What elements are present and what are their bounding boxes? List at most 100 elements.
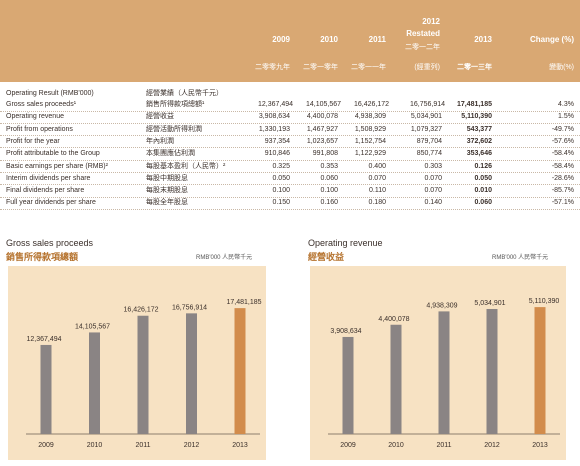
cell-2011: 0.110	[369, 187, 386, 195]
tick-label-2011: 2011	[135, 442, 150, 449]
row-label-cn: 銷售所得款項總額¹	[146, 101, 205, 108]
cell-2012: 850,774	[416, 150, 442, 158]
row-label: Basic earnings per share (RMB)²	[6, 162, 108, 170]
cell-2013: 372,602	[466, 137, 492, 145]
cell-2009: 937,354	[264, 137, 290, 145]
row-divider	[0, 172, 580, 173]
cell-2013: 543,377	[466, 125, 492, 133]
table-row: Interim dividends per share 每股中期股息 0.050 0.…	[0, 173, 580, 184]
row-divider	[0, 208, 580, 210]
row-divider	[0, 110, 580, 112]
row-divider	[0, 135, 580, 137]
cell-2013: 0.010	[474, 187, 492, 195]
table-row: Profit for the year 年內利潤 937,354 1,023,657 1…	[0, 136, 580, 147]
table-row: Operating revenue 經營收益 3,908,634 4,400,078 4…	[0, 111, 580, 122]
section-row: Operating Result (RMB'000) 經營業績（人民幣千元）	[0, 88, 580, 99]
data-label-2011: 4,938,309	[426, 302, 457, 309]
bar-2012	[186, 313, 197, 434]
cell-2010: 0.160	[320, 199, 338, 207]
bar-2013	[234, 308, 246, 434]
cell-2009: 12,367,494	[258, 101, 294, 108]
cell-2010: 1,023,657	[306, 137, 338, 145]
table-header: 2012 Restated 二零一二年 2009 2010 2011 2013 …	[0, 0, 580, 82]
cell-change: 1.5%	[558, 113, 574, 121]
cell-2012: 0.070	[424, 187, 442, 195]
cell-2013: 0.060	[474, 199, 492, 207]
cell-2010: 0.353	[320, 162, 338, 170]
cell-2012: 0.070	[424, 174, 442, 182]
cell-2010: 1,467,927	[306, 125, 338, 133]
row-label-cn: 年內利潤	[146, 137, 174, 145]
row-label: Profit from operations	[6, 125, 73, 133]
chart1-unit: RMB'000 人民幣千元	[196, 255, 253, 261]
cell-change: -57.6%	[551, 137, 574, 145]
cell-2010: 0.100	[320, 187, 338, 195]
data-label-2013: 17,481,185	[226, 299, 261, 306]
cell-2010: 4,400,078	[306, 113, 338, 121]
table-row: Final dividends per share 每股末期股息 0.100 0.10…	[0, 185, 580, 196]
table-row: Basic earnings per share (RMB)² 每股基本盈利（人民…	[0, 161, 580, 172]
year-2009: 2009	[272, 35, 290, 44]
restated-cn: 二零一二年	[405, 44, 440, 51]
cell-change: -57.1%	[551, 199, 574, 207]
data-label-2009: 12,367,494	[26, 336, 61, 343]
year-cn-2010: 二零一零年	[303, 64, 338, 71]
cell-change: -58.4%	[551, 162, 574, 170]
row-label: Gross sales proceeds¹	[6, 101, 77, 108]
row-label: Operating revenue	[6, 113, 64, 121]
data-label-2012: 16,756,914	[172, 304, 207, 311]
data-label-2009: 3,908,634	[330, 328, 361, 335]
bar-2009	[40, 344, 52, 434]
cell-2012: 0.303	[424, 162, 442, 170]
chart2-title-cn: 經營收益	[308, 252, 345, 262]
cell-2011: 1,152,754	[354, 137, 386, 145]
data-label-2010: 4,400,078	[378, 316, 409, 323]
tick-label-2009: 2009	[38, 442, 54, 449]
tick-label-2011: 2011	[436, 442, 451, 449]
bar-2013	[534, 307, 546, 434]
row-label: Final dividends per share	[6, 187, 85, 195]
row-label-cn: 每股全年股息	[146, 199, 188, 207]
row-label: Profit for the year	[6, 137, 60, 145]
cell-2009: 1,330,193	[258, 125, 290, 133]
chart1-title-cn: 銷售所得款項總額	[6, 252, 79, 262]
cell-2012: 5,034,901	[410, 113, 442, 121]
chart1-area: 12,367,494 2009 14,105,567 2010 16,426,172 20…	[8, 266, 266, 460]
cell-2013: 353,646	[466, 150, 492, 158]
year-2013: 2013	[474, 35, 492, 44]
restated-label: Restated	[406, 29, 440, 38]
cell-2011: 16,426,172	[354, 101, 390, 108]
tick-label-2009: 2009	[340, 442, 356, 449]
change-cn: 變動(%)	[549, 64, 574, 71]
cell-2012: 1,079,327	[410, 125, 442, 133]
tick-label-2010: 2010	[388, 442, 404, 449]
cell-2011: 1,508,929	[354, 125, 386, 133]
chart1-svg: 12,367,494 2009 14,105,567 2010 16,426,172 20…	[26, 299, 262, 449]
chart2-title: Operating revenue	[308, 238, 383, 248]
cell-2011: 0.400	[368, 162, 386, 170]
chart2-unit: RMB'000 人民幣千元	[492, 255, 549, 261]
cell-change: -49.7%	[551, 125, 574, 133]
data-label-2010: 14,105,567	[75, 323, 110, 330]
table-row: Profit attributable to the Group 本集團應佔利潤 9…	[0, 148, 580, 159]
cell-change: -85.7%	[551, 187, 574, 195]
row-divider	[0, 196, 580, 198]
row-label-cn: 本集團應佔利潤	[146, 150, 195, 158]
year-cn-2009: 二零零九年	[255, 64, 290, 71]
year-cn-2012: (經重列)	[414, 64, 440, 71]
table-row: Gross sales proceeds¹ 銷售所得款項總額¹ 12,367,494…	[0, 99, 580, 110]
cell-2012: 16,756,914	[410, 101, 446, 108]
bar-2010	[89, 332, 100, 434]
cell-2011: 1,122,929	[354, 150, 386, 158]
cell-2009: 0.050	[272, 174, 290, 182]
chart1-title: Gross sales proceeds	[6, 238, 94, 248]
cell-2012: 879,704	[416, 137, 442, 145]
bar-2010	[390, 324, 402, 434]
row-label: Full year dividends per share	[6, 199, 96, 207]
data-label-2012: 5,034,901	[474, 300, 505, 307]
data-label-2011: 16,426,172	[123, 307, 158, 314]
tick-label-2013: 2013	[532, 442, 548, 449]
cell-2010: 991,808	[312, 150, 338, 158]
cell-2010: 0.060	[320, 174, 338, 182]
tick-label-2013: 2013	[232, 442, 248, 449]
